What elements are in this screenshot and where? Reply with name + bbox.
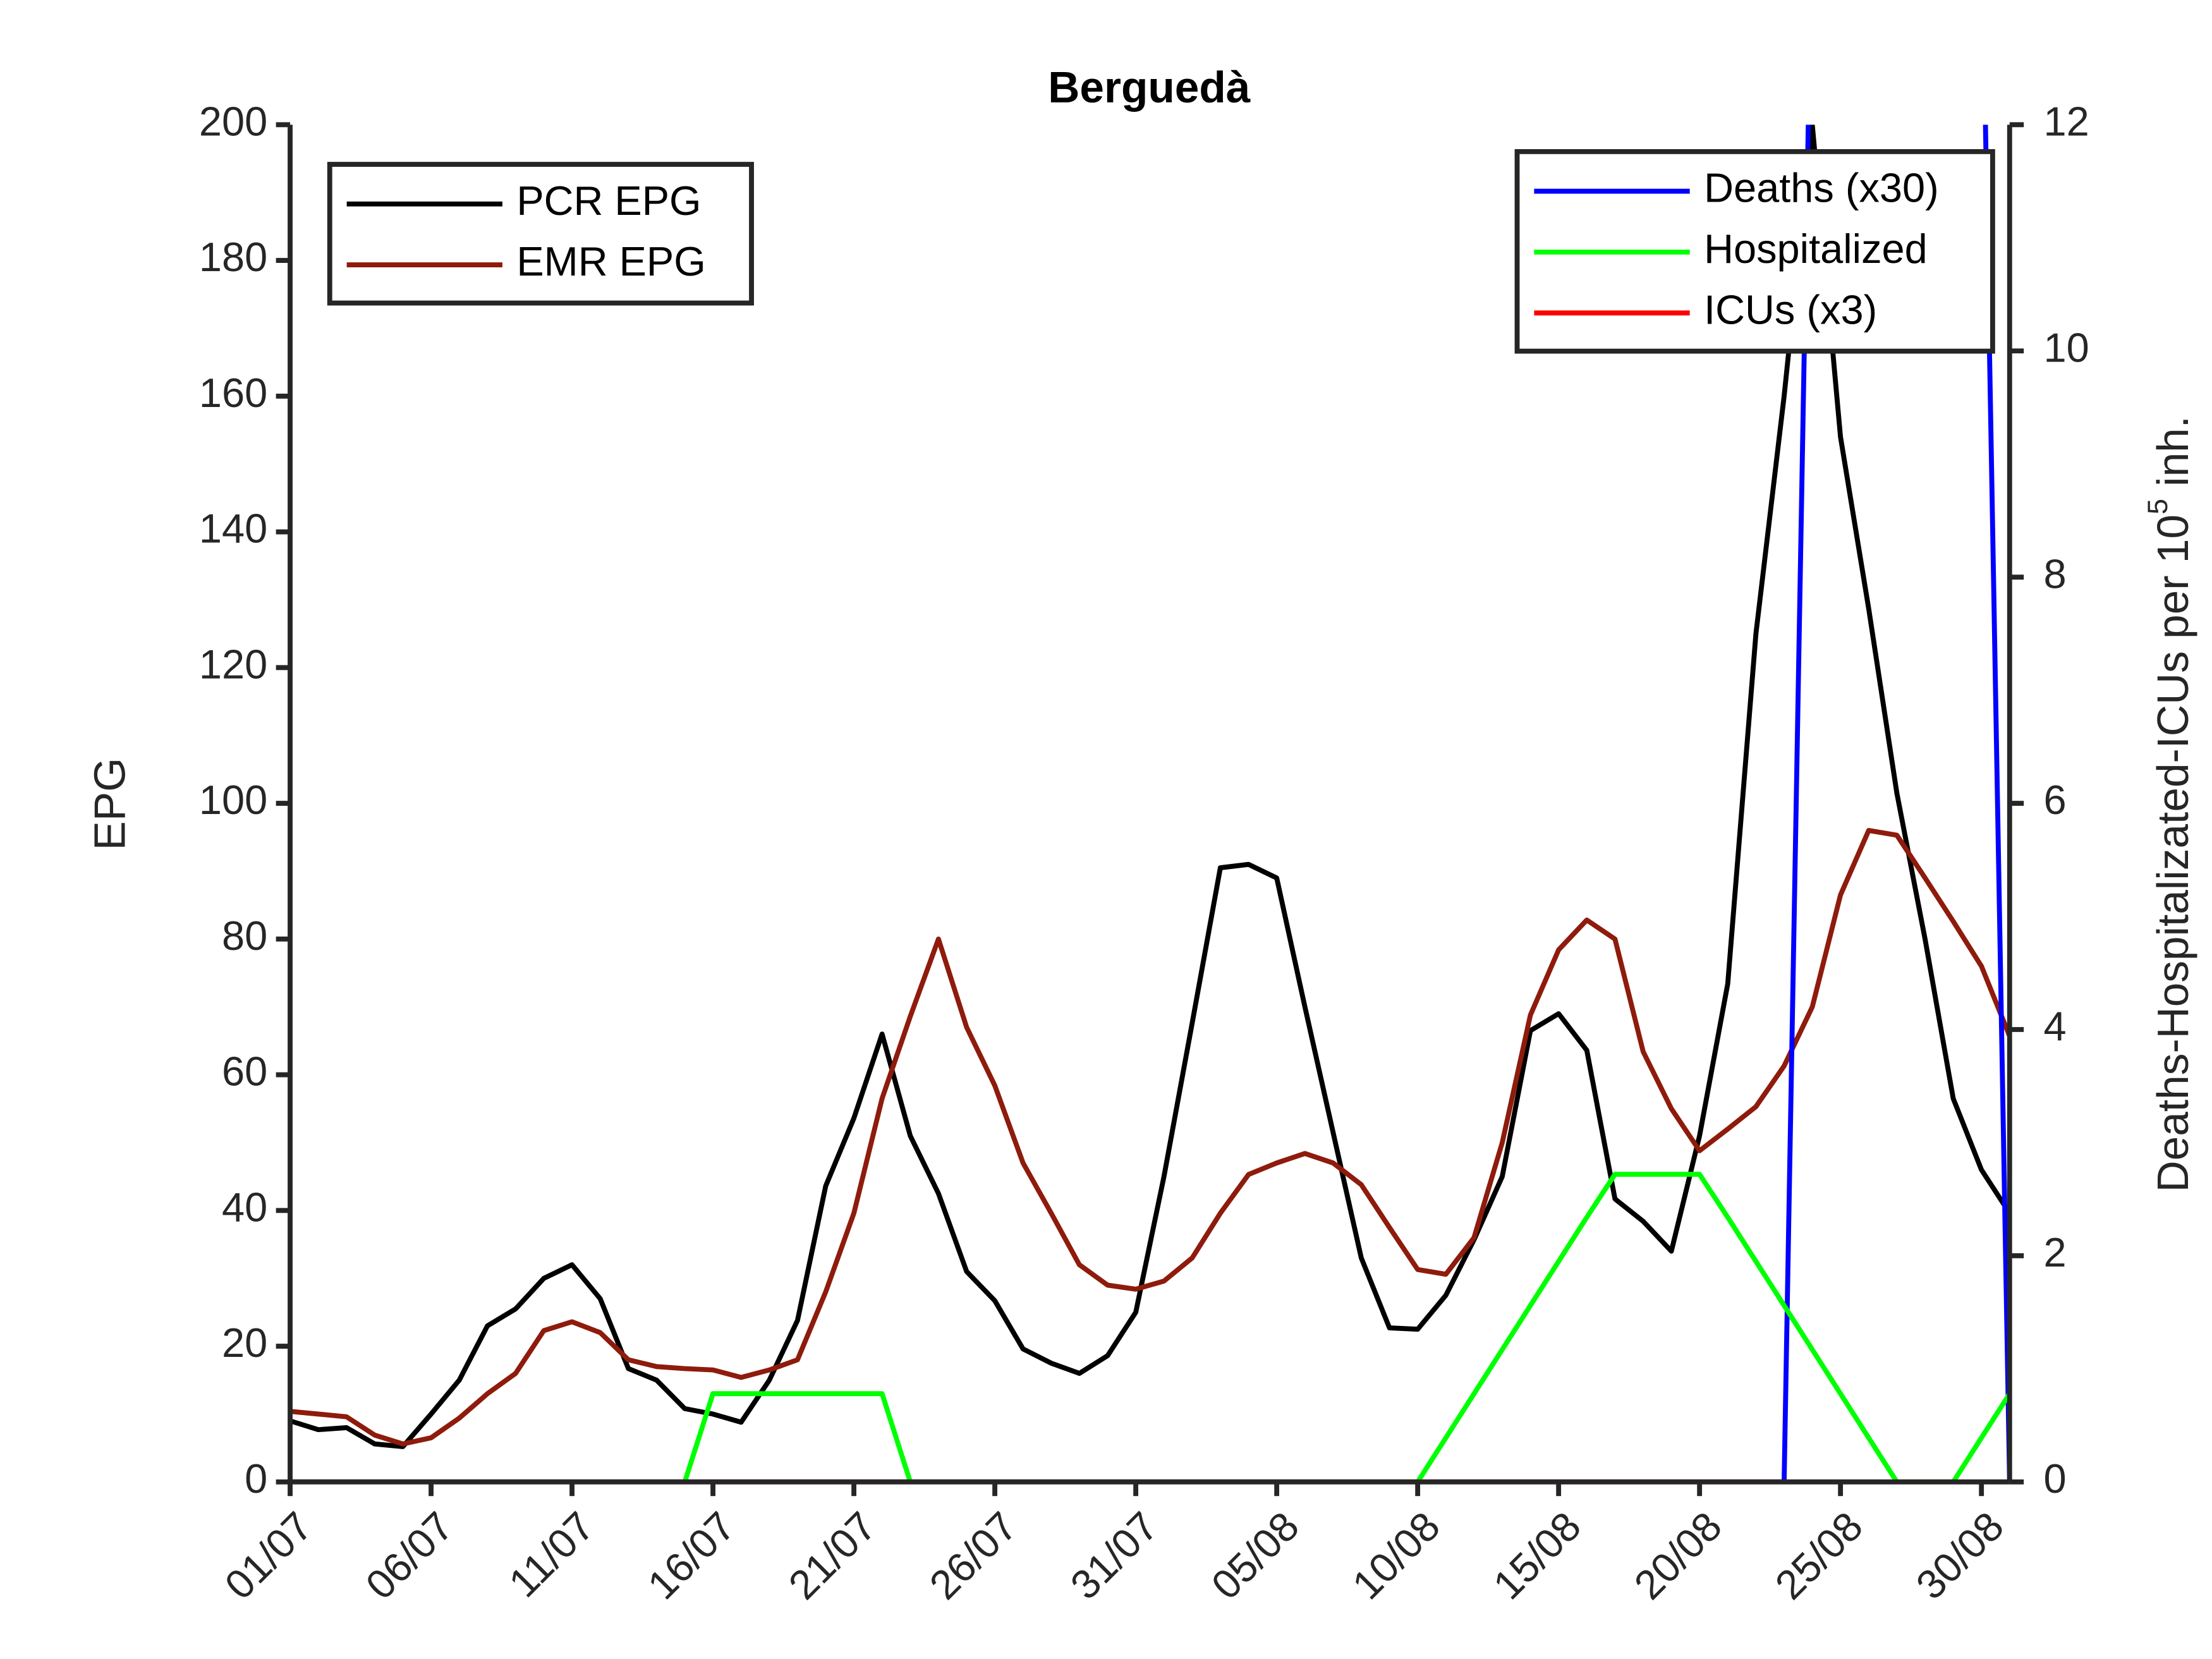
y2-tick-label: 12 [2044,98,2089,144]
y-tick-label: 20 [222,1320,267,1366]
y2-axis-label-superscript: 5 [2142,499,2173,514]
y2-tick-label: 2 [2044,1229,2067,1275]
y2-tick-label: 4 [2044,1003,2067,1049]
series-line [290,125,2010,1449]
y-axis-label: EPG [85,758,134,851]
y2-tick-label: 0 [2044,1455,2067,1502]
legend-label: EMR EPG [516,238,705,284]
y-tick-label: 40 [222,1184,267,1230]
legend-label: ICUs (x3) [1704,286,1877,332]
y-tick-label: 140 [199,506,267,552]
plot-area [290,125,2010,1482]
y-tick-label: 80 [222,913,267,959]
y2-axis-label: Deaths-Hospitalizated-ICUs per 105 inh. [2142,416,2197,1193]
y2-tick-label: 6 [2044,777,2067,823]
series-line [290,828,2010,1447]
legend-box [327,162,754,306]
legend-label: Deaths (x30) [1704,165,1939,211]
y2-axis-label-part: inh. [2148,416,2197,499]
y-tick-label: 180 [199,234,267,280]
y2-tick-label: 8 [2044,550,2067,597]
y-tick-label: 160 [199,370,267,416]
legend-label: Hospitalized [1704,226,1928,272]
y-tick-label: 100 [199,777,267,823]
y-tick-label: 60 [222,1048,267,1095]
y2-axis-label-part: Deaths-Hospitalizated-ICUs per 10 [2148,514,2197,1192]
legend-label: PCR EPG [516,178,701,224]
y2-tick-label: 10 [2044,324,2089,370]
series-line [290,1172,2010,1482]
chart-title: Berguedà [1048,63,1251,112]
y-tick-label: 200 [199,98,267,144]
y-tick-label: 120 [199,641,267,687]
y-tick-label: 0 [245,1455,267,1502]
